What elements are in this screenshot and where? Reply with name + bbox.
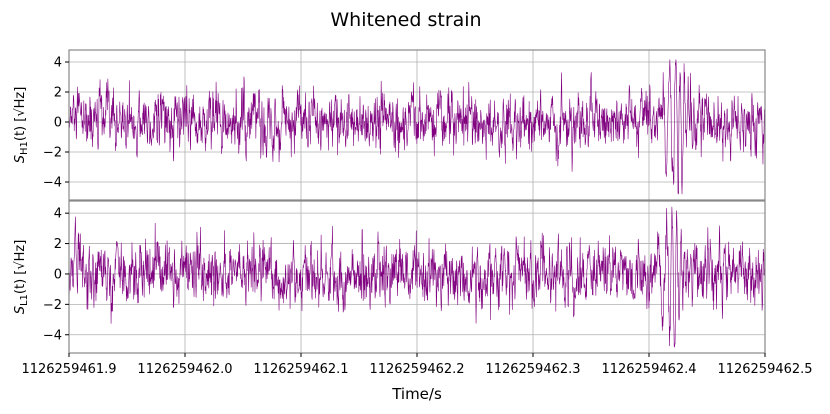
y-tick-label: 4 [54, 207, 62, 222]
h1-y-axis-label: SH1(t) [√Hz] [13, 87, 30, 164]
y-label-subscript: H1 [19, 141, 30, 155]
x-tick-label: 1126259461.9 [21, 362, 116, 377]
y-tick-label: −4 [43, 176, 62, 191]
l1-y-ticks: −4 −2 0 2 4 [43, 207, 69, 343]
h1-trace [68, 59, 766, 195]
l1-trace [68, 206, 766, 348]
y-tick-label: 2 [54, 237, 62, 252]
l1-y-axis-label: SL1(t) [√Hz] [13, 240, 30, 315]
strain-series-line [68, 59, 766, 195]
y-tick-label: −2 [43, 298, 62, 313]
y-tick-label: 2 [54, 86, 62, 101]
y-tick-label: 0 [54, 116, 62, 131]
y-label-unit: (t) [√Hz] [13, 87, 28, 141]
x-tick-label: 1126259462.0 [137, 362, 232, 377]
y-label-subscript: L1 [19, 294, 30, 306]
strain-series-line [68, 206, 766, 348]
chart-title: Whitened strain [330, 9, 481, 31]
y-label-unit: (t) [√Hz] [13, 240, 28, 294]
x-tick-label: 1126259462.5 [717, 362, 812, 377]
y-tick-label: −2 [43, 146, 62, 161]
x-axis-label: Time/s [391, 385, 442, 403]
x-ticks: 1126259461.9 1126259462.0 1126259462.1 1126… [21, 353, 813, 377]
x-tick-label: 1126259462.1 [253, 362, 348, 377]
x-tick-label: 1126259462.3 [485, 362, 580, 377]
y-tick-label: −4 [43, 328, 62, 343]
y-tick-label: 0 [54, 267, 62, 282]
h1-y-ticks: −4 −2 0 2 4 [43, 56, 69, 191]
x-tick-label: 1126259462.4 [601, 362, 696, 377]
y-tick-label: 4 [54, 56, 62, 71]
h1-panel: −4 −2 0 2 4 SH1(t) [√Hz] [13, 49, 766, 201]
h1-axes-frame [68, 49, 766, 201]
y-label-symbol: S [13, 306, 28, 314]
y-label-symbol: S [13, 155, 28, 163]
x-tick-label: 1126259462.2 [369, 362, 464, 377]
